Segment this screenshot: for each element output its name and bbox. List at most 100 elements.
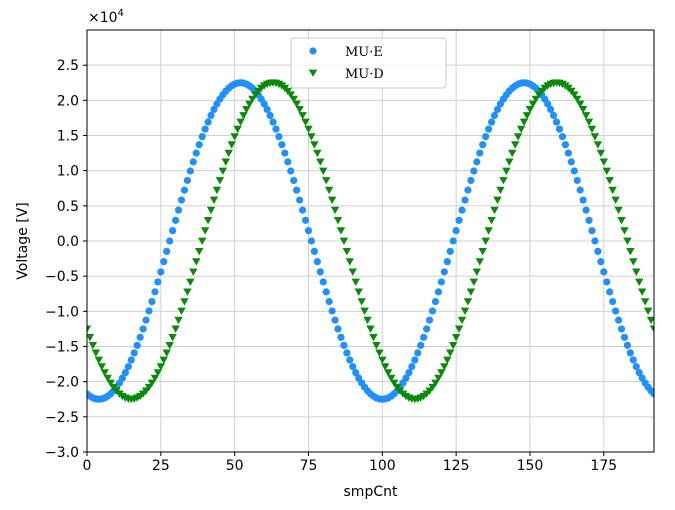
data-point [472,268,482,276]
data-point [151,288,159,296]
series-mu-d [87,79,654,404]
data-point [212,186,222,195]
data-point [162,349,171,357]
data-point [153,369,163,377]
data-point [136,333,144,341]
data-point [452,227,460,235]
data-point [192,258,201,266]
data-point [325,297,333,306]
y-tick-label: 1.5 [57,129,79,145]
y-multiplier-base: ×10 [88,10,118,26]
data-point [195,247,204,256]
data-point [584,118,594,127]
y-tick-label: 2.0 [57,93,79,109]
data-point [327,196,337,205]
grid [86,30,654,453]
data-point [629,356,637,364]
x-tick-label: 50 [226,458,244,474]
data-point [287,167,295,175]
data-point [209,196,219,205]
data-point [324,186,334,195]
data-point [632,362,640,371]
data-point [87,333,95,342]
data-point [284,158,292,166]
y-tick-label: −2.0 [45,375,79,391]
data-point [593,141,603,149]
data-point [581,112,591,120]
data-point [505,158,514,166]
data-point [549,111,558,120]
x-tick-label: 0 [83,458,92,474]
data-point [496,186,505,195]
data-point [169,227,177,235]
data-point [366,325,375,333]
x-tick-label: 175 [590,458,617,474]
data-point [206,206,216,215]
data-point [269,118,277,126]
data-point [475,258,484,266]
data-point [330,206,340,215]
y-tick-label: −1.0 [45,304,79,320]
data-point [448,341,458,350]
data-point [519,118,529,127]
data-point [248,95,257,104]
data-point [307,133,316,141]
data-point [333,216,343,225]
data-point [319,167,328,175]
data-point [195,141,203,149]
data-point [357,298,366,306]
data-point [124,362,132,371]
data-point [363,316,372,325]
data-point [591,237,599,245]
data-point [239,112,248,120]
data-point [156,363,166,371]
data-point [103,374,112,383]
data-point [629,258,638,266]
data-point [204,118,212,126]
data-point [157,268,165,276]
data-point [100,369,109,377]
data-point [635,368,643,377]
data-point [606,288,614,296]
y-tick-label: 0.5 [57,199,79,215]
data-point [339,237,349,245]
data-point [582,206,590,214]
data-point [599,158,608,166]
data-point [463,298,473,306]
data-point [469,278,479,286]
data-point [458,206,466,214]
data-point [372,341,381,350]
data-point [272,125,280,133]
data-point [632,268,641,276]
data-point [431,297,440,306]
data-point [473,158,481,166]
data-point [386,374,396,383]
data-point [493,196,502,205]
y-tick-label: −3.0 [45,445,79,461]
data-point [602,167,611,175]
data-point [160,258,168,266]
data-point [434,288,443,296]
data-point [310,141,319,149]
data-point [620,227,629,235]
data-point [94,356,104,364]
data-point [603,278,611,286]
data-point [304,227,313,235]
data-point [609,297,617,306]
data-point [460,307,470,315]
data-point [570,167,578,175]
data-point [177,196,186,204]
data-point [183,176,192,185]
data-point [381,363,390,371]
data-point [608,186,617,195]
data-point [487,118,496,126]
x-tick-label: 25 [152,458,170,474]
y-tick-label: −2.5 [45,410,79,426]
data-point [197,237,207,245]
data-point [292,100,301,108]
data-point [233,125,242,134]
data-point [230,133,239,141]
legend-marker [308,69,318,77]
data-point [522,112,532,120]
data-point [215,177,225,185]
